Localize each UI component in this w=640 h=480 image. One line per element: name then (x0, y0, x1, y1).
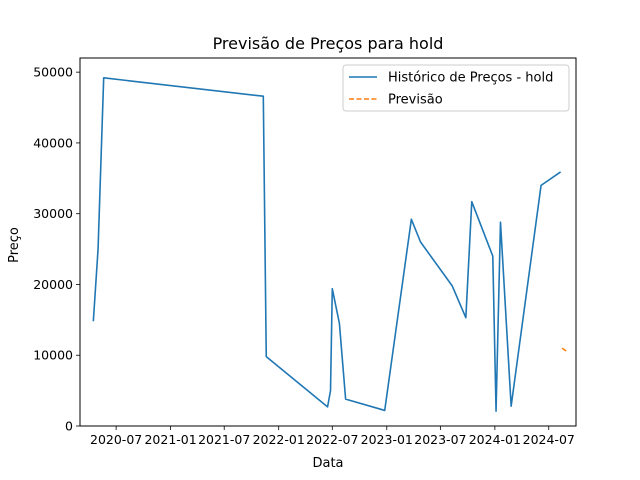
y-tick-label: 0 (65, 419, 73, 434)
y-axis: 0 10000 20000 30000 40000 50000 (33, 65, 80, 434)
series-line-1 (92, 77, 562, 412)
series-line-2 (561, 347, 568, 353)
x-tick-label: 2020-07 (90, 432, 142, 447)
plot-frame (79, 57, 577, 427)
x-axis-label: Data (312, 456, 343, 471)
x-tick-label: 2022-07 (306, 432, 358, 447)
y-tick-label: 10000 (33, 348, 73, 363)
legend-box (342, 64, 570, 112)
x-tick-label: 2024-01 (469, 432, 521, 447)
y-tick-label: 20000 (33, 277, 73, 292)
plot-area (92, 77, 568, 412)
x-tick-label: 2021-01 (144, 432, 196, 447)
x-tick-label: 2024-07 (523, 432, 575, 447)
y-tick-label: 50000 (33, 65, 73, 80)
legend-label: Histórico de Preços - hold (388, 71, 553, 86)
x-tick-label: 2021-07 (198, 432, 250, 447)
x-tick-label: 2022-01 (253, 432, 305, 447)
legend: Histórico de Preços - hold Previsão (342, 64, 570, 112)
y-tick-label: 40000 (33, 135, 73, 150)
legend-label: Previsão (388, 93, 443, 108)
y-tick-label: 30000 (33, 206, 73, 221)
x-axis: 2020-07 2021-01 2021-07 2022-01 2022-07 2023-… (90, 426, 575, 447)
chart-title: Previsão de Preços para hold (213, 34, 444, 53)
x-tick-label: 2023-01 (361, 432, 413, 447)
x-tick-label: 2023-07 (414, 432, 466, 447)
y-axis-label: Preço (7, 227, 22, 263)
